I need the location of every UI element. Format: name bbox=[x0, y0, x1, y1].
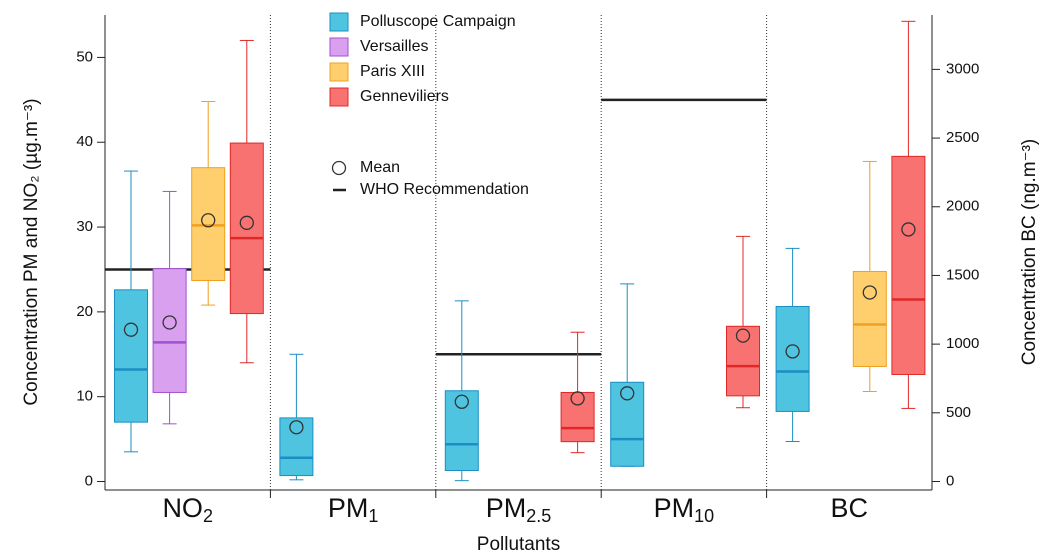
mean-marker bbox=[454, 394, 469, 409]
mean-marker bbox=[239, 215, 254, 230]
x-axis-title: Pollutants bbox=[477, 534, 560, 555]
box-group bbox=[152, 190, 187, 425]
x-tick-label: PM1 bbox=[328, 493, 379, 526]
box-group bbox=[444, 300, 479, 482]
y-tick-label: 0 bbox=[85, 472, 93, 489]
x-tick-label: BC bbox=[831, 493, 869, 523]
box-group bbox=[852, 160, 887, 393]
mean-marker bbox=[620, 386, 635, 401]
box bbox=[191, 167, 226, 281]
box-group bbox=[610, 283, 645, 467]
legend-mean-marker bbox=[331, 160, 347, 176]
legend-label: Paris XIII bbox=[360, 63, 425, 80]
legend-label: Polluscope Campaign bbox=[360, 13, 516, 30]
mean-marker bbox=[123, 322, 139, 337]
mean-marker bbox=[570, 391, 585, 406]
y-tick-label: 20 bbox=[76, 303, 93, 320]
box bbox=[279, 417, 314, 477]
mean-marker bbox=[289, 420, 304, 435]
y2-tick-label: 500 bbox=[946, 404, 971, 421]
y2-tick-label: 3000 bbox=[946, 60, 979, 77]
box bbox=[852, 270, 887, 368]
mean-marker bbox=[201, 213, 216, 228]
y-tick-label: 30 bbox=[76, 218, 93, 235]
box-group bbox=[229, 39, 264, 364]
y2-tick-label: 0 bbox=[946, 472, 954, 489]
y2-tick-label: 1000 bbox=[946, 335, 979, 352]
legend-label: Mean bbox=[360, 159, 400, 176]
box-group bbox=[560, 331, 595, 454]
box bbox=[114, 289, 148, 423]
box bbox=[229, 142, 264, 315]
x-tick-label: PM2.5 bbox=[486, 493, 552, 526]
box-group bbox=[726, 235, 760, 409]
mean-marker bbox=[162, 315, 177, 330]
box bbox=[152, 268, 187, 393]
legend-swatch bbox=[329, 37, 349, 57]
box bbox=[610, 381, 645, 467]
y2-tick-label: 2500 bbox=[946, 129, 979, 146]
box-group bbox=[279, 353, 314, 481]
box bbox=[891, 155, 926, 375]
box bbox=[775, 305, 810, 412]
legend-label: Versailles bbox=[360, 38, 428, 55]
box-group bbox=[191, 101, 226, 306]
y-tick-label: 40 bbox=[76, 133, 93, 150]
mean-marker bbox=[901, 222, 916, 237]
x-tick-label: NO2 bbox=[162, 493, 213, 526]
box-group bbox=[891, 20, 926, 409]
legend-swatch bbox=[329, 62, 349, 82]
y-tick-label: 50 bbox=[76, 48, 93, 65]
mean-marker bbox=[735, 328, 751, 343]
mean-marker bbox=[785, 344, 800, 359]
legend-swatch bbox=[329, 12, 349, 32]
legend-label: Genneviliers bbox=[360, 88, 449, 105]
box-group bbox=[114, 170, 148, 453]
box bbox=[560, 391, 595, 443]
y-axis-title: Concentration PM and NO₂ (µg.m⁻³) bbox=[21, 98, 42, 405]
box bbox=[726, 325, 760, 397]
legend-swatch bbox=[329, 87, 349, 107]
x-tick-label: PM10 bbox=[654, 493, 715, 526]
y2-axis-title: Concentration BC (ng.m⁻³) bbox=[1019, 139, 1040, 366]
box bbox=[444, 390, 479, 471]
legend-label: WHO Recommendation bbox=[360, 181, 529, 198]
y2-tick-label: 2000 bbox=[946, 198, 979, 215]
mean-marker bbox=[862, 285, 877, 300]
y2-tick-label: 1500 bbox=[946, 266, 979, 283]
box-group bbox=[775, 247, 810, 443]
y-tick-label: 10 bbox=[76, 388, 93, 405]
